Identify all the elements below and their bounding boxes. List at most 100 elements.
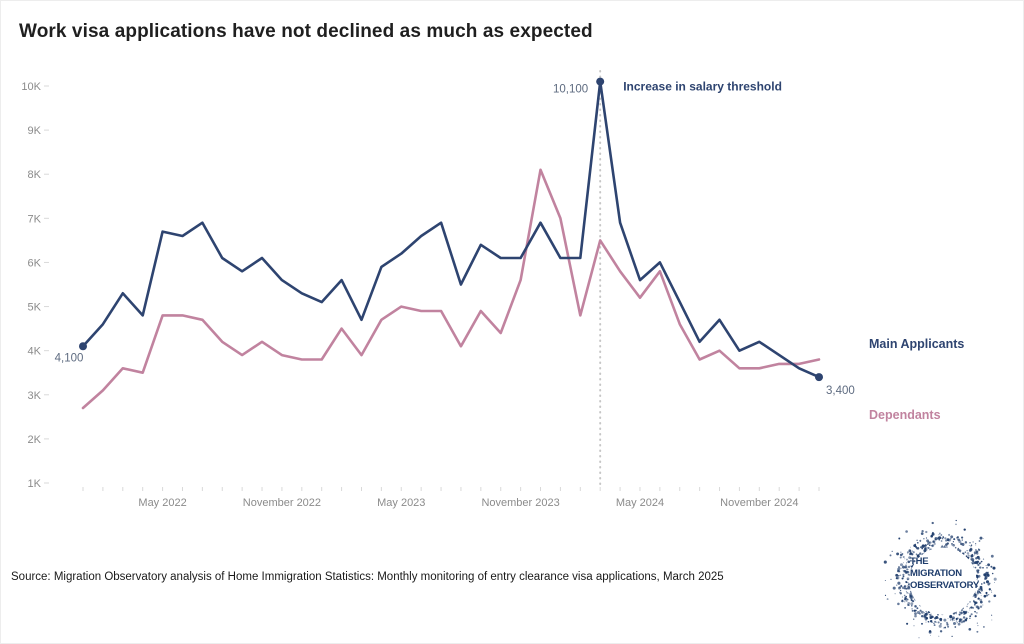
logo-speckle-dot: [986, 574, 989, 576]
x-axis-tick-label: May 2023: [377, 497, 425, 509]
logo-speckle-dot: [980, 592, 982, 594]
logo-speckle-dot: [891, 550, 893, 553]
logo-speckle-dot: [907, 582, 909, 584]
logo-speckle-dot: [899, 592, 902, 595]
logo-speckle-dot: [956, 622, 958, 624]
logo-speckle-dot: [901, 599, 903, 601]
logo-speckle-dot: [940, 534, 943, 536]
logo-speckle-dot: [921, 622, 923, 625]
logo-speckle-dot: [902, 562, 904, 564]
logo-speckle-dot: [909, 565, 911, 567]
logo-speckle-dot: [911, 610, 914, 612]
logo-speckle-dot: [925, 611, 929, 615]
logo-speckle-dot: [913, 560, 916, 563]
logo-speckle-dot: [960, 611, 963, 615]
logo-speckle-dot: [944, 626, 946, 629]
page-title: Work visa applications have not declined…: [19, 21, 593, 42]
logo-speckle-dot: [892, 586, 896, 590]
logo-speckle-dot: [940, 540, 943, 542]
logo-speckle-dot: [934, 543, 936, 545]
logo-speckle-dot: [944, 545, 946, 547]
logo-speckle-dot: [923, 612, 925, 614]
logo-speckle-dot: [957, 548, 960, 552]
logo-speckle-dot: [926, 547, 929, 549]
logo-speckle-dot: [927, 621, 929, 623]
logo-speckle-dot: [977, 580, 980, 582]
logo-text-line: MIGRATION: [910, 568, 962, 579]
logo-speckle-dot: [909, 553, 911, 556]
logo-speckle-dot: [955, 519, 957, 522]
logo-speckle-dot: [928, 544, 931, 547]
logo-speckle-dot: [949, 615, 953, 619]
logo-speckle-dot: [921, 529, 924, 533]
logo-speckle-dot: [918, 637, 920, 639]
logo-speckle-dot: [985, 571, 989, 575]
logo-speckle-dot: [913, 625, 915, 627]
y-axis-tick-label: 3K: [28, 390, 42, 402]
logo-speckle-dot: [906, 622, 909, 625]
x-axis-tick-label: November 2022: [243, 497, 321, 509]
logo-speckle-dot: [923, 547, 927, 550]
logo-speckle-dot: [972, 541, 974, 543]
logo-speckle-dot: [923, 613, 926, 616]
logo-speckle-dot: [929, 613, 932, 616]
logo-speckle-dot: [985, 580, 990, 584]
series-label-dependants: Dependants: [869, 408, 941, 422]
logo-text-line: OBSERVATORY: [910, 580, 980, 591]
logo-speckle-dot: [911, 608, 913, 610]
logo-speckle-dot: [984, 577, 987, 581]
data-point-marker: [79, 342, 87, 351]
logo-speckle-dot: [975, 601, 978, 605]
logo-speckle-dot: [957, 622, 961, 626]
logo-speckle-dot: [894, 593, 896, 595]
logo-speckle-dot: [979, 561, 982, 564]
logo-text-line: THE: [910, 556, 928, 567]
logo-speckle-dot: [993, 594, 997, 598]
logo-speckle-dot: [914, 543, 917, 545]
logo-speckle-dot: [962, 616, 966, 619]
logo-speckle-dot: [923, 544, 926, 547]
logo-speckle-dot: [977, 563, 980, 567]
annotation-peak-value: 10,100: [553, 84, 588, 96]
logo-speckle-dot: [904, 558, 906, 560]
logo-speckle-dot: [978, 557, 981, 561]
logo-speckle-dot: [979, 566, 982, 569]
logo-speckle-dot: [991, 614, 993, 616]
logo-speckle-dot: [991, 572, 994, 575]
logo-speckle-dot: [906, 598, 909, 600]
logo-speckle-dot: [971, 558, 973, 560]
logo-speckle-dot: [966, 552, 970, 555]
logo-speckle-dot: [900, 585, 903, 588]
logo-speckle-dot: [991, 589, 992, 591]
logo-speckle-dot: [951, 620, 953, 622]
logo-speckle-dot: [904, 564, 908, 567]
x-axis-tick-label: November 2024: [720, 497, 798, 509]
logo-speckle-dot: [955, 617, 958, 621]
logo-speckle-dot: [976, 622, 978, 624]
logo-speckle-dot: [925, 530, 928, 534]
logo-speckle-dot: [907, 553, 909, 555]
logo-speckle-dot: [911, 605, 913, 607]
logo-speckle-dot: [906, 591, 909, 594]
logo-speckle-dot: [907, 573, 910, 576]
logo-speckle-dot: [957, 621, 959, 623]
logo-speckle-dot: [968, 548, 972, 552]
logo-speckle-dot: [994, 581, 995, 583]
x-axis-tick-label: May 2022: [138, 497, 186, 509]
logo-speckle-dot: [985, 565, 987, 566]
logo-speckle-dot: [967, 611, 969, 613]
logo-speckle-dot: [906, 570, 910, 574]
logo-speckle-dot: [941, 544, 943, 547]
logo-speckle-dot: [916, 541, 919, 544]
logo-speckle-dot: [988, 588, 991, 591]
logo-speckle-dot: [954, 546, 957, 549]
logo-speckle-dot: [914, 605, 916, 607]
y-axis-tick-label: 7K: [28, 213, 42, 225]
logo-speckle-dot: [948, 533, 951, 536]
annotation-start-value: 4,100: [55, 352, 84, 364]
logo-speckle-dot: [898, 566, 900, 568]
logo-speckle-dot: [969, 615, 972, 618]
logo-speckle-dot: [963, 611, 967, 615]
logo-speckle-dot: [930, 534, 933, 538]
logo-speckle-dot: [976, 591, 979, 593]
